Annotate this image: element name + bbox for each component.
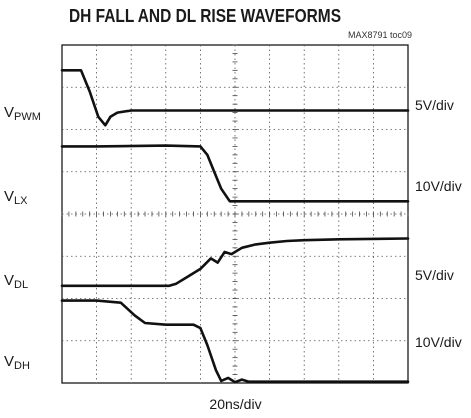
scale-label-lx: 10V/div [415,178,462,194]
trace-vpwm [60,69,410,127]
scale-label-pwm: 5V/div [415,97,454,113]
channel-label-dl: VDL [4,272,29,291]
scope-traces [60,69,410,384]
trace-vdl [60,237,410,288]
scale-label-dh: 10V/div [415,334,462,350]
scale-label-dl: 5V/div [415,267,454,283]
scope-grid [61,44,409,384]
chart-title: DH FALL AND DL RISE WAVEFORMS [68,6,342,26]
channel-label-pwm: VPWM [4,104,41,123]
channel-label-dh: VDH [4,353,30,372]
trace-vlx [60,144,410,203]
trace-vdh [60,299,410,384]
x-scale-label: 20ns/div [209,396,262,412]
figure-tag: MAX8791 toc09 [347,30,412,40]
channel-label-lx: VLX [4,188,28,207]
